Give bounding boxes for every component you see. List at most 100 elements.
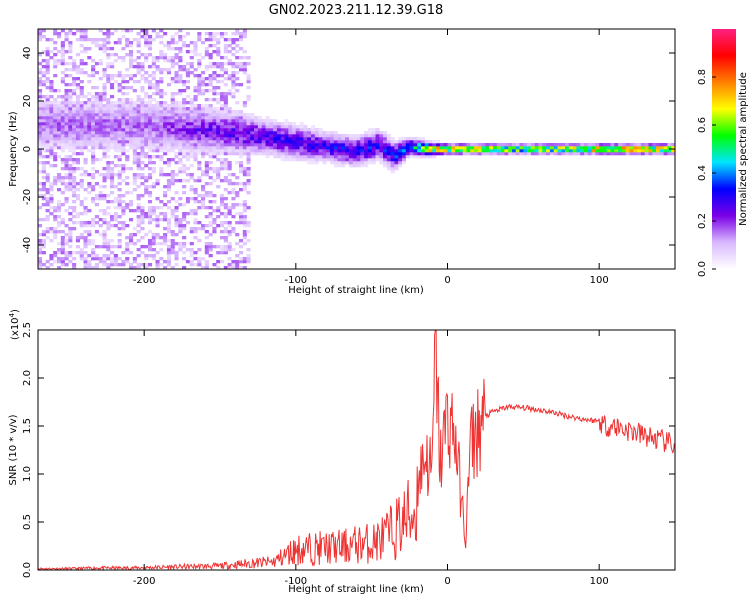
spectrogram-cell <box>151 56 156 60</box>
spectrogram-cell <box>121 263 126 267</box>
spectrogram-cell <box>204 113 209 117</box>
spectrogram-cell <box>106 200 111 204</box>
spectrogram-cell <box>110 260 115 264</box>
spectrogram-cell <box>163 134 168 138</box>
spectrogram-cell <box>121 77 126 81</box>
spectrogram-cell <box>216 131 221 135</box>
spectrogram-cell <box>204 119 209 123</box>
spectrogram-cell <box>68 251 73 255</box>
spectrogram-cell <box>204 191 209 195</box>
spectrogram-cell <box>220 80 225 84</box>
spectrogram-cell <box>163 218 168 222</box>
spectrogram-cell <box>72 191 77 195</box>
spectrogram-cell <box>102 107 107 111</box>
spectrogram-cell <box>216 137 221 141</box>
spectrogram-cell <box>163 44 168 48</box>
spectrogram-cell <box>178 221 183 225</box>
spectrogram-cell <box>166 179 171 183</box>
spectrogram-cell <box>91 74 96 78</box>
spectrogram-cell <box>250 134 255 138</box>
spectrogram-cell <box>417 137 422 141</box>
spectrogram-cell <box>159 101 164 105</box>
spectrogram-cell <box>231 227 236 231</box>
spectrogram-cell <box>299 131 304 135</box>
spectrogram-cell <box>166 104 171 108</box>
spectrogram-cell <box>542 143 547 147</box>
spectrogram-cell <box>170 80 175 84</box>
spectrogram-cell <box>231 86 236 90</box>
spectrogram-cell <box>220 110 225 114</box>
spectrogram-cell <box>330 134 335 138</box>
spectrogram-cell <box>303 125 308 129</box>
spectrogram-cell <box>110 179 115 183</box>
spectrogram-cell <box>144 140 149 144</box>
spectrogram-cell <box>288 128 293 132</box>
spectrogram-cell <box>174 107 179 111</box>
spectrogram-cell <box>91 101 96 105</box>
spectrogram-cell <box>136 32 141 36</box>
spectrogram-cell <box>189 260 194 264</box>
spectrogram-cell <box>246 182 251 186</box>
spectrogram-cell <box>68 155 73 159</box>
spectrogram-cell <box>223 113 228 117</box>
spectrogram-cell <box>212 44 217 48</box>
y-tick-label: -20 <box>22 189 33 205</box>
spectrogram-cell <box>53 101 58 105</box>
spectrogram-cell <box>292 122 297 126</box>
spectrogram-cell <box>614 146 619 150</box>
spectrogram-cell <box>45 113 50 117</box>
spectrogram-cell <box>333 146 338 150</box>
spectrogram-cell <box>523 143 528 147</box>
spectrogram-cell <box>527 149 532 153</box>
spectrogram-cell <box>106 212 111 216</box>
spectrogram-cell <box>208 35 213 39</box>
spectrogram-cell <box>644 143 649 147</box>
spectrogram-cell <box>515 146 520 150</box>
spectrogram-cell <box>113 257 118 261</box>
spectrogram-cell <box>239 143 244 147</box>
spectrogram-cell <box>163 32 168 36</box>
spectrogram-cell <box>53 62 58 66</box>
spectrogram-cell <box>223 206 228 210</box>
spectrogram-cell <box>197 113 202 117</box>
spectrogram-cell <box>231 65 236 69</box>
spectrogram-cell <box>212 143 217 147</box>
spectrogram-cell <box>94 230 99 234</box>
spectrogram-cell <box>246 191 251 195</box>
spectrogram-cell <box>656 149 661 153</box>
spectrogram-cell <box>159 263 164 267</box>
spectrogram-cell <box>79 233 84 237</box>
spectrogram-cell <box>113 245 118 249</box>
spectrogram-cell <box>83 143 88 147</box>
spectrogram-cell <box>261 122 266 126</box>
spectrogram-cell <box>178 104 183 108</box>
spectrogram-cell <box>216 170 221 174</box>
spectrogram-cell <box>326 158 331 162</box>
spectrogram-cell <box>45 149 50 153</box>
spectrogram-cell <box>239 221 244 225</box>
spectrogram-cell <box>189 104 194 108</box>
spectrogram-cell <box>49 125 54 129</box>
spectrogram-cell <box>45 101 50 105</box>
spectrogram-cell <box>242 242 247 246</box>
spectrogram-cell <box>390 140 395 144</box>
spectrogram-cell <box>83 131 88 135</box>
spectrogram-cell <box>193 98 198 102</box>
spectrogram-cell <box>49 149 54 153</box>
spectrogram-cell <box>348 158 353 162</box>
spectrogram-cell <box>41 35 46 39</box>
spectrogram-cell <box>106 146 111 150</box>
spectrogram-cell <box>159 143 164 147</box>
spectrogram-cell <box>197 143 202 147</box>
spectrogram-cell <box>121 47 126 51</box>
spectrogram-cell <box>242 146 247 150</box>
spectrogram-cell <box>227 263 232 267</box>
spectrogram-cell <box>148 140 153 144</box>
spectrogram-cell <box>227 146 232 150</box>
spectrogram-cell <box>413 152 418 156</box>
spectrogram-cell <box>242 170 247 174</box>
spectrogram-cell <box>72 257 77 261</box>
spectrogram-cell <box>113 131 118 135</box>
spectrogram-cell <box>421 155 426 159</box>
spectrogram-cell <box>405 149 410 153</box>
